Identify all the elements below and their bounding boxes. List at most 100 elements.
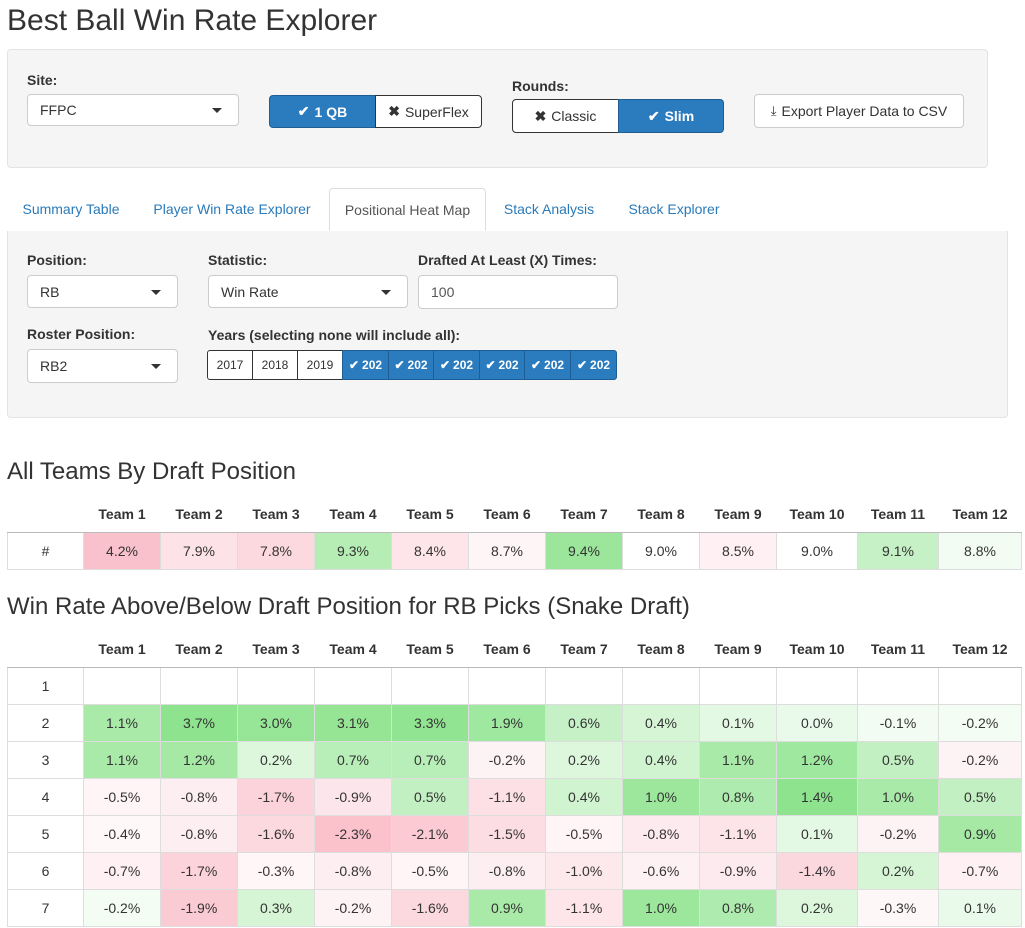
heat-cell: -1.9%	[160, 889, 238, 927]
table-row: 3 1.1% 1.2% 0.2% 0.7% 0.7% -0.2% 0.2% 0.4% 1.1% 1.…	[7, 741, 1022, 779]
rounds-classic-button[interactable]: ✖ Classic	[512, 99, 619, 133]
statistic-select[interactable]: Win Rate	[208, 275, 408, 308]
heat-cell: 0.1%	[938, 889, 1022, 927]
tab-bar: Summary Table Player Win Rate Explorer P…	[7, 188, 1007, 232]
tab-player-win-rate-explorer[interactable]: Player Win Rate Explorer	[153, 201, 311, 217]
roster-position-select[interactable]: RB2	[27, 349, 178, 383]
heat-cell: 3.1%	[314, 704, 392, 742]
heat-cell: -0.2%	[938, 704, 1022, 742]
export-csv-button[interactable]: ⤓ Export Player Data to CSV	[754, 94, 964, 128]
team-header: Team 3	[237, 496, 315, 533]
heat-cell: -0.8%	[468, 852, 546, 890]
heat-cell: 9.0%	[776, 532, 858, 570]
heat-cell: 0.9%	[468, 889, 546, 927]
team-header: Team 12	[938, 631, 1022, 668]
heat-cell: 1.0%	[622, 889, 700, 927]
team-header: Team 5	[391, 631, 469, 668]
heat-cell	[391, 667, 469, 705]
heat-cell: 0.1%	[699, 704, 777, 742]
position-label: Position:	[27, 252, 87, 268]
year-button-2024[interactable]: ✔ 202	[524, 350, 571, 380]
heat-cell: -0.7%	[938, 852, 1022, 890]
heat-cell: 1.2%	[776, 741, 858, 779]
check-icon: ✔	[348, 358, 360, 372]
table-row: 2 1.1% 3.7% 3.0% 3.1% 3.3% 1.9% 0.6% 0.4% 0.1% 0.0…	[7, 704, 1022, 742]
heat-cell: -1.7%	[160, 852, 238, 890]
tab-stack-analysis[interactable]: Stack Analysis	[503, 201, 595, 217]
year-button-2022[interactable]: ✔ 202	[433, 350, 480, 380]
heat-cell: -0.8%	[314, 852, 392, 890]
team-header: Team 10	[776, 496, 858, 533]
position-select[interactable]: RB	[27, 275, 178, 308]
heat-cell: -0.5%	[545, 815, 623, 853]
team-header: Team 3	[237, 631, 315, 668]
all-teams-table: Team 1 Team 2 Team 3 Team 4 Team 5 Team 6 Team…	[7, 496, 1022, 570]
superflex-button[interactable]: ✖ SuperFlex	[375, 95, 482, 128]
team-header: Team 5	[391, 496, 469, 533]
chevron-down-icon	[151, 289, 161, 295]
heat-cell: 4.2%	[83, 532, 161, 570]
heat-cell: 0.5%	[857, 741, 939, 779]
round-label: 1	[7, 667, 84, 705]
heat-cell: 3.7%	[160, 704, 238, 742]
team-header: Team 6	[468, 496, 546, 533]
heat-cell: -0.9%	[314, 778, 392, 816]
heat-cell: 0.5%	[391, 778, 469, 816]
year-button-2025[interactable]: ✔ 202	[570, 350, 617, 380]
tab-positional-heat-map[interactable]: Positional Heat Map	[329, 188, 486, 231]
heat-cell: -0.5%	[83, 778, 161, 816]
heat-cell: -0.3%	[237, 852, 315, 890]
heat-cell	[699, 667, 777, 705]
heat-cell: 1.9%	[468, 704, 546, 742]
rounds-label: Rounds:	[512, 78, 569, 94]
heat-cell: -0.8%	[622, 815, 700, 853]
years-label: Years (selecting none will include all):	[208, 327, 461, 343]
heat-cell: 0.8%	[699, 889, 777, 927]
year-button-2019[interactable]: 2019	[297, 350, 343, 380]
year-button-2020[interactable]: ✔ 202	[342, 350, 389, 380]
check-icon: ✔	[647, 107, 660, 124]
statistic-label: Statistic:	[208, 252, 268, 268]
download-icon: ⤓	[770, 103, 777, 118]
year-button-2021[interactable]: ✔ 202	[388, 350, 434, 380]
round-label: 3	[7, 741, 84, 779]
tab-summary-table[interactable]: Summary Table	[22, 201, 120, 217]
heat-cell: 1.2%	[160, 741, 238, 779]
year-button-2018[interactable]: 2018	[252, 350, 298, 380]
heat-cell: 0.7%	[391, 741, 469, 779]
heat-cell: 0.2%	[857, 852, 939, 890]
controls-panel: Site: FFPC ✔ 1 QB ✖ SuperFlex Rounds: ✖ Cla…	[7, 49, 988, 168]
one-qb-button[interactable]: ✔ 1 QB	[269, 95, 376, 128]
heat-cell: -0.2%	[857, 815, 939, 853]
heat-cell: 8.5%	[699, 532, 777, 570]
team-header: Team 2	[160, 496, 238, 533]
heat-cell: 0.6%	[545, 704, 623, 742]
site-select-value: FFPC	[40, 102, 77, 118]
heat-cell: -1.6%	[391, 889, 469, 927]
heat-cell: -1.1%	[699, 815, 777, 853]
corner-header	[7, 496, 84, 533]
year-button-2023[interactable]: ✔ 202	[479, 350, 525, 380]
site-label: Site:	[27, 72, 58, 88]
heat-cell: 0.8%	[699, 778, 777, 816]
drafted-times-input[interactable]	[418, 275, 618, 309]
heat-cell: 0.2%	[545, 741, 623, 779]
heat-cell: 0.3%	[237, 889, 315, 927]
tab-stack-explorer[interactable]: Stack Explorer	[628, 201, 720, 217]
heat-cell: -0.9%	[699, 852, 777, 890]
table-row: #4.2% 7.9% 7.8% 9.3% 8.4% 8.7% 9.4% 9.0% 8.5% 9.0…	[7, 532, 1022, 570]
statistic-select-value: Win Rate	[221, 283, 279, 300]
heat-cell: -0.8%	[160, 778, 238, 816]
heat-cell: 0.0%	[776, 704, 858, 742]
heat-cell: -1.4%	[776, 852, 858, 890]
year-button-2017[interactable]: 2017	[207, 350, 253, 380]
heat-cell: 1.1%	[699, 741, 777, 779]
heat-cell	[622, 667, 700, 705]
table-row: 6 -0.7% -1.7% -0.3% -0.8% -0.5% -0.8% -1.0% -0.6…	[7, 852, 1022, 890]
table-row: 7 -0.2% -1.9% 0.3% -0.2% -1.6% 0.9% -1.1% 1.0% 0.…	[7, 889, 1022, 927]
rounds-slim-button[interactable]: ✔ Slim	[618, 99, 724, 133]
site-select[interactable]: FFPC	[27, 94, 239, 126]
heat-cell	[314, 667, 392, 705]
x-icon: ✖	[534, 107, 547, 124]
round-label: 6	[7, 852, 84, 890]
